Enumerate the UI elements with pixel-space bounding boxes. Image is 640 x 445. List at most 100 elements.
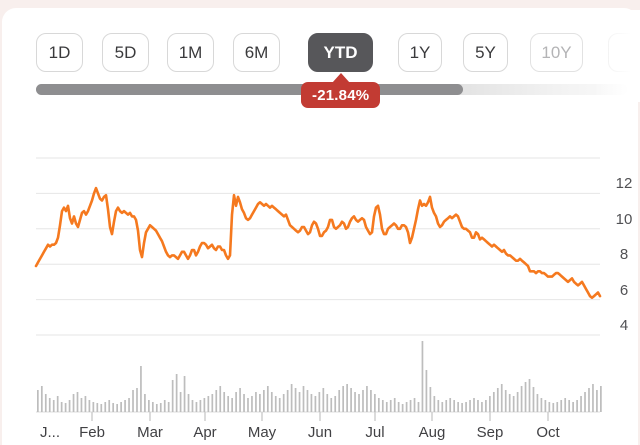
volume-bar	[223, 392, 226, 412]
volume-bar	[259, 394, 261, 412]
volume-bar	[528, 379, 531, 412]
volume-bar	[477, 400, 479, 412]
volume-bar	[520, 386, 523, 412]
volume-bar	[429, 387, 432, 412]
volume-bar	[516, 392, 519, 412]
volume-bar	[397, 402, 400, 412]
volume-bar	[294, 388, 297, 412]
range-button-5d[interactable]: 5D	[102, 33, 149, 72]
volume-bar	[346, 384, 348, 412]
volume-bar	[481, 402, 483, 412]
volume-bar	[322, 388, 325, 412]
volume-bar	[576, 400, 578, 412]
volume-bar	[366, 386, 368, 412]
volume-bar	[536, 394, 539, 412]
x-axis-label-0: J...	[39, 424, 60, 441]
volume-bar	[441, 402, 444, 412]
volume-bar	[290, 384, 293, 412]
volume-bar	[445, 400, 448, 412]
volume-bar	[524, 382, 527, 412]
range-button-1y[interactable]: 1Y	[398, 33, 442, 72]
volume-bar	[298, 392, 301, 412]
volume-bar	[457, 402, 459, 412]
volume-bar	[338, 390, 341, 412]
volume-bar	[159, 403, 162, 412]
volume-bar	[461, 403, 463, 412]
volume-bar	[350, 388, 352, 412]
volume-bar	[37, 390, 39, 412]
x-axis-label-2: Mar	[137, 424, 163, 441]
volume-bar	[552, 403, 555, 412]
volume-bar	[393, 398, 396, 412]
range-button-1d[interactable]: 1D	[36, 33, 83, 72]
volume-bar	[274, 396, 277, 412]
volume-bar	[492, 392, 495, 412]
volume-bar	[167, 402, 170, 412]
volume-bar	[72, 394, 75, 412]
volume-bar	[401, 404, 404, 412]
volume-bar	[171, 380, 174, 412]
volume-bar	[370, 390, 372, 412]
range-button-5y[interactable]: 5Y	[463, 33, 508, 72]
volume-bar	[500, 384, 503, 412]
widget-card	[2, 8, 638, 445]
volume-bar	[195, 402, 198, 412]
volume-bar	[314, 396, 317, 412]
volume-bar	[286, 390, 289, 412]
range-button-1m[interactable]: 1M	[167, 33, 214, 72]
volume-bar	[417, 402, 420, 412]
volume-bar	[413, 398, 416, 412]
volume-bar	[191, 400, 194, 412]
volume-bar	[251, 396, 253, 412]
volume-bar	[76, 392, 79, 412]
y-axis-label-10: 10	[615, 210, 633, 228]
volume-bar	[556, 402, 559, 412]
volume-bar	[421, 341, 424, 412]
volume-bar	[425, 370, 428, 412]
volume-bar	[92, 402, 95, 412]
volume-bar	[239, 388, 241, 412]
volume-bar	[52, 400, 55, 412]
volume-bar	[96, 403, 99, 412]
volume-bar	[211, 394, 214, 412]
price-line-path	[34, 186, 602, 300]
volume-bar	[405, 402, 408, 412]
range-button-10y[interactable]: 10Y	[530, 33, 583, 72]
volume-bar	[120, 402, 122, 412]
volume-bar	[473, 398, 475, 412]
volume-bar	[140, 366, 142, 412]
range-button-6m[interactable]: 6M	[233, 33, 280, 72]
volume-bar	[318, 392, 321, 412]
ytd-change-badge: -21.84%	[301, 82, 381, 108]
x-axis-label-8: Sep	[476, 424, 504, 441]
range-scrubber-fill[interactable]	[36, 84, 463, 95]
volume-bar	[385, 402, 388, 412]
volume-bar	[282, 394, 285, 412]
volume-bar	[532, 387, 535, 412]
volume-bar	[489, 396, 491, 412]
volume-bar	[124, 400, 126, 412]
volume-bar	[469, 400, 471, 412]
volume-bar	[560, 400, 563, 412]
volume-bar	[175, 374, 178, 412]
volume-bar	[148, 400, 150, 412]
volume-bar	[64, 403, 67, 412]
y-axis-label-4: 4	[619, 317, 629, 334]
volume-bar	[548, 402, 551, 412]
range-button-ytd[interactable]: YTD	[308, 33, 373, 72]
x-axis-label-4: May	[247, 424, 277, 441]
volume-bar	[68, 400, 71, 412]
volume-bar	[326, 394, 329, 412]
volume-bar	[465, 402, 467, 412]
x-axis-label-3: Apr	[193, 424, 217, 441]
volume-bar	[358, 394, 360, 412]
volume-bar	[187, 394, 190, 412]
y-axis-label-12: 12	[615, 175, 633, 193]
volume-bar	[183, 376, 186, 412]
volume-bar	[496, 388, 499, 412]
volume-bar	[243, 394, 245, 412]
y-axis-label-8: 8	[619, 246, 629, 264]
volume-bar	[302, 386, 305, 412]
